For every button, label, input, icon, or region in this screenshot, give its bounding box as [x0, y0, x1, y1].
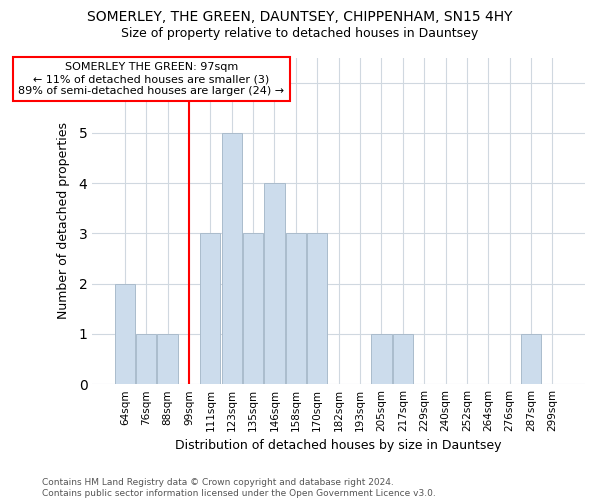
- Bar: [115, 284, 135, 384]
- Y-axis label: Number of detached properties: Number of detached properties: [57, 122, 70, 320]
- Text: Contains HM Land Registry data © Crown copyright and database right 2024.
Contai: Contains HM Land Registry data © Crown c…: [42, 478, 436, 498]
- Text: Size of property relative to detached houses in Dauntsey: Size of property relative to detached ho…: [121, 28, 479, 40]
- Bar: [136, 334, 157, 384]
- Bar: [157, 334, 178, 384]
- X-axis label: Distribution of detached houses by size in Dauntsey: Distribution of detached houses by size …: [175, 440, 502, 452]
- Bar: [265, 183, 284, 384]
- Bar: [243, 234, 263, 384]
- Bar: [307, 234, 328, 384]
- Bar: [221, 133, 242, 384]
- Bar: [392, 334, 413, 384]
- Bar: [286, 234, 306, 384]
- Bar: [521, 334, 541, 384]
- Text: SOMERLEY THE GREEN: 97sqm
← 11% of detached houses are smaller (3)
89% of semi-d: SOMERLEY THE GREEN: 97sqm ← 11% of detac…: [19, 62, 284, 96]
- Bar: [200, 234, 220, 384]
- Text: SOMERLEY, THE GREEN, DAUNTSEY, CHIPPENHAM, SN15 4HY: SOMERLEY, THE GREEN, DAUNTSEY, CHIPPENHA…: [87, 10, 513, 24]
- Bar: [371, 334, 392, 384]
